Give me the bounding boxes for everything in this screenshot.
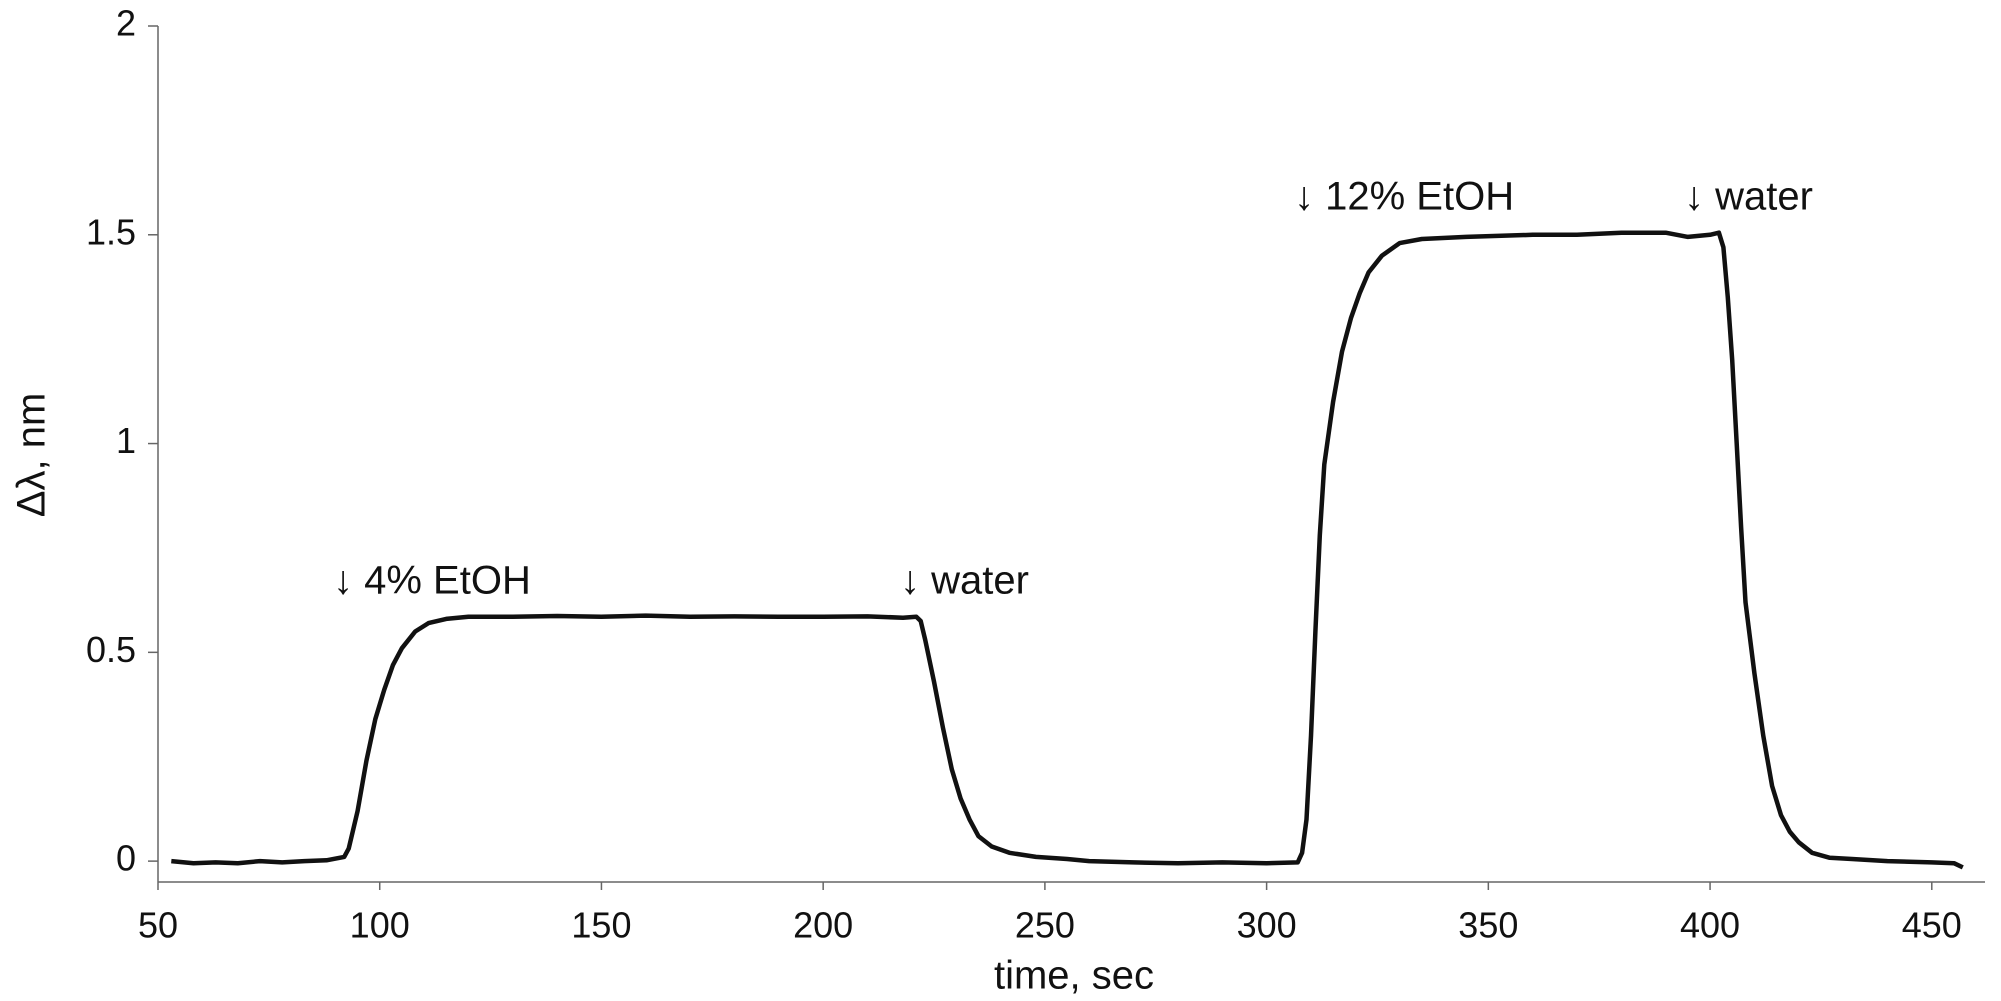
y-tick-label: 0.5: [86, 629, 136, 670]
x-tick-label: 350: [1458, 905, 1518, 946]
y-tick-label: 0: [116, 838, 136, 879]
y-tick-label: 1: [116, 420, 136, 461]
annotation: ↓ water: [900, 559, 1029, 603]
x-tick-label: 450: [1902, 905, 1962, 946]
x-tick-label: 250: [1015, 905, 1075, 946]
x-tick-label: 100: [350, 905, 410, 946]
y-tick-label: 1.5: [86, 211, 136, 252]
x-tick-label: 150: [571, 905, 631, 946]
annotation: ↓ water: [1684, 175, 1813, 219]
x-tick-label: 400: [1680, 905, 1740, 946]
x-tick-label: 50: [138, 905, 178, 946]
y-tick-label: 2: [116, 3, 136, 44]
x-tick-label: 300: [1237, 905, 1297, 946]
y-axis-label: Δλ, nm: [10, 393, 54, 518]
data-line: [171, 230, 1964, 870]
x-tick-label: 200: [793, 905, 853, 946]
x-axis-label: time, sec: [994, 954, 1154, 998]
annotation: ↓ 4% EtOH: [333, 559, 531, 603]
annotation: ↓ 12% EtOH: [1294, 175, 1514, 219]
